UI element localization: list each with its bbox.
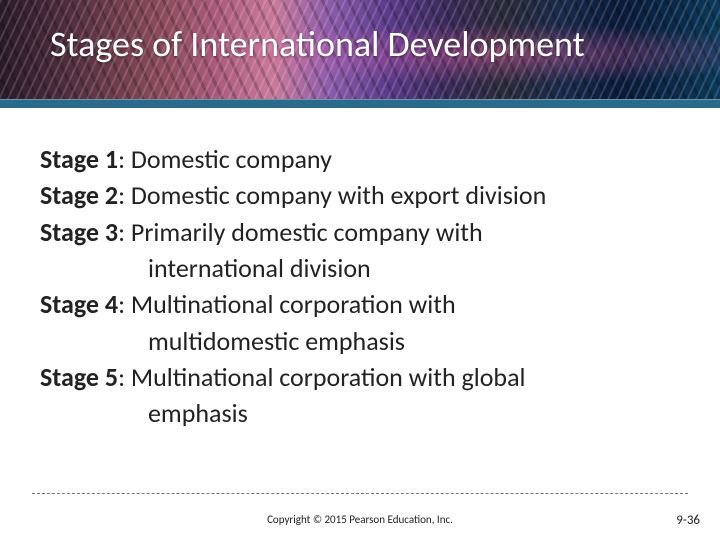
slide-title: Stages of International Development (0, 22, 585, 86)
list-item: Stage 3: Primarily domestic company with (40, 215, 680, 249)
list-item: Stage 4: Multinational corporation with (40, 287, 680, 321)
stage-continuation: multidomestic emphasis (40, 324, 680, 358)
stage-text: : Primarily domestic company with (118, 216, 483, 248)
copyright-text: Copyright © 2015 Pearson Education, Inc. (0, 513, 720, 526)
content-area: Stage 1: Domestic company Stage 2: Domes… (0, 108, 720, 431)
stage-continuation: international division (40, 251, 680, 285)
stage-label: Stage 5 (40, 361, 118, 393)
list-item: Stage 2: Domestic company with export di… (40, 178, 680, 212)
slide-number: 9-36 (676, 513, 700, 528)
stage-label: Stage 2 (40, 179, 118, 211)
stage-text: : Multinational corporation with (118, 288, 456, 320)
divider (32, 493, 688, 494)
list-item: Stage 1: Domestic company (40, 142, 680, 176)
list-item: Stage 5: Multinational corporation with … (40, 360, 680, 394)
stage-text: : Domestic company with export division (118, 179, 546, 211)
stage-text: : Multinational corporation with global (118, 361, 525, 393)
stage-text: : Domestic company (118, 143, 332, 175)
stage-label: Stage 4 (40, 288, 118, 320)
stage-label: Stage 1 (40, 143, 118, 175)
stage-continuation: emphasis (40, 396, 680, 430)
title-header: Stages of International Development (0, 0, 720, 108)
stage-label: Stage 3 (40, 216, 118, 248)
